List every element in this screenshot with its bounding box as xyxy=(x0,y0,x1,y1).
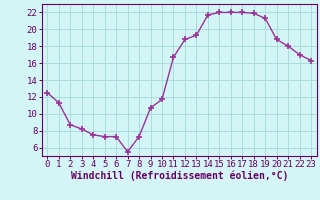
X-axis label: Windchill (Refroidissement éolien,°C): Windchill (Refroidissement éolien,°C) xyxy=(70,171,288,181)
